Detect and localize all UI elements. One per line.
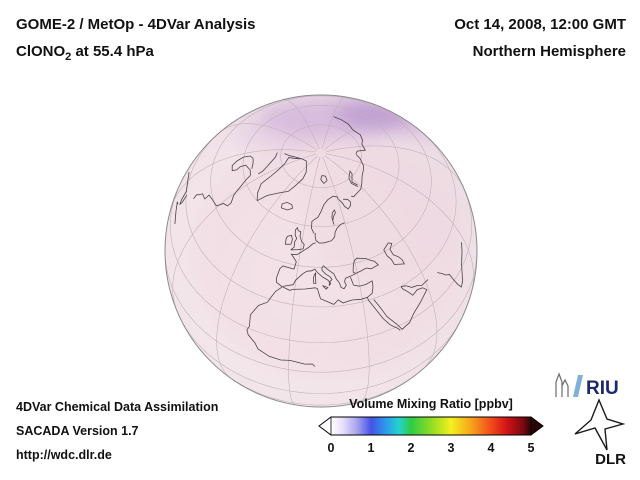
globe-outline	[164, 94, 478, 408]
plot-title: GOME-2 / MetOp - 4DVar Analysis	[16, 16, 256, 33]
plot-datetime-block: Oct 14, 2008, 12:00 GMT Northern Hemisph…	[454, 11, 626, 65]
credits-block: 4DVar Chemical Data Assimilation SACADA …	[16, 395, 218, 467]
graticule-grid	[165, 95, 477, 406]
credit-line-2: SACADA Version 1.7	[16, 424, 139, 438]
riu-logo: RIU	[555, 372, 619, 399]
plot-title-block: GOME-2 / MetOp - 4DVar Analysis ClONO2 a…	[16, 11, 256, 71]
colorbar-tick: 4	[487, 441, 495, 455]
colorbar-tick-labels: 0 1 2 3 4 5	[325, 441, 537, 455]
plot-species-line: ClONO2 at 55.4 hPa	[16, 38, 256, 71]
plot-datetime: Oct 14, 2008, 12:00 GMT	[454, 16, 626, 33]
colorbar	[318, 416, 544, 436]
colorbar-title: Volume Mixing Ratio [ppbv]	[349, 397, 513, 411]
riu-blue-slash	[573, 375, 583, 397]
credit-url: http://wdc.dlr.de	[16, 448, 112, 462]
species-subscript: 2	[65, 51, 72, 63]
colorbar-tick: 2	[407, 441, 415, 455]
plot-hemisphere: Northern Hemisphere	[472, 43, 626, 60]
credit-line-1: 4DVar Chemical Data Assimilation	[16, 400, 219, 414]
dlr-logo: DLR	[574, 398, 626, 468]
colorbar-tick: 0	[327, 441, 335, 455]
coastlines	[174, 116, 464, 367]
colorbar-bar	[318, 416, 544, 436]
riu-text: RIU	[586, 378, 619, 399]
globe-map	[164, 94, 478, 408]
colorbar-tick: 5	[527, 441, 535, 455]
species-name: ClONO	[16, 43, 66, 60]
colorbar-tick: 1	[367, 441, 375, 455]
riu-tower-icon	[555, 372, 569, 397]
dlr-emblem-icon	[574, 398, 626, 451]
dlr-text: DLR	[595, 451, 626, 468]
colorbar-tick: 3	[447, 441, 455, 455]
species-level: at 55.4 hPa	[71, 43, 154, 60]
